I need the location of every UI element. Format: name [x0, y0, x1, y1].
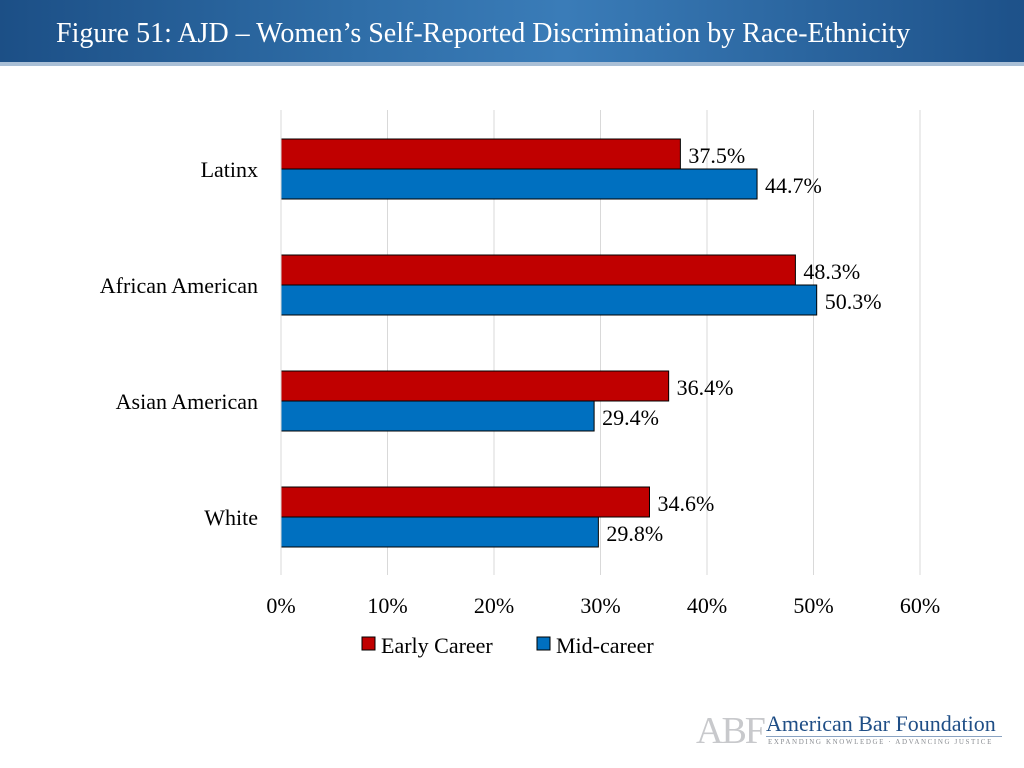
x-tick-label-3: 30% — [580, 593, 620, 618]
x-tick-label-4: 40% — [687, 593, 727, 618]
data-label-early-career-1: 48.3% — [803, 259, 860, 284]
data-label-mid-career-2: 29.4% — [602, 405, 659, 430]
data-label-early-career-3: 34.6% — [657, 491, 714, 516]
bar-mid-career-1 — [280, 284, 818, 316]
abf-logo: ABF American Bar Foundation EXPANDING KN… — [696, 712, 1006, 752]
bar-early-career-1 — [280, 254, 796, 286]
page-title: Figure 51: AJD – Women’s Self-Reported D… — [56, 18, 911, 49]
category-label-3: White — [204, 505, 258, 530]
bar-mid-career-0 — [280, 168, 758, 200]
category-label-1: African American — [100, 273, 258, 298]
x-tick-label-1: 10% — [367, 593, 407, 618]
data-label-mid-career-0: 44.7% — [765, 173, 822, 198]
data-label-mid-career-3: 29.8% — [606, 521, 663, 546]
data-label-early-career-2: 36.4% — [677, 375, 734, 400]
legend-label-1: Mid-career — [556, 633, 654, 658]
data-label-early-career-0: 37.5% — [688, 143, 745, 168]
title-bar: Figure 51: AJD – Women’s Self-Reported D… — [0, 0, 1024, 66]
data-label-mid-career-1: 50.3% — [825, 289, 882, 314]
logo-mark: ABF — [696, 710, 766, 752]
x-tick-label-0: 0% — [266, 593, 295, 618]
category-label-2: Asian American — [116, 389, 258, 414]
x-tick-label-5: 50% — [793, 593, 833, 618]
x-tick-label-2: 20% — [474, 593, 514, 618]
logo-tagline: EXPANDING KNOWLEDGE · ADVANCING JUSTICE — [768, 738, 993, 746]
bar-mid-career-3 — [280, 516, 599, 548]
logo-divider — [766, 736, 1002, 737]
logo-name: American Bar Foundation — [766, 711, 996, 736]
category-label-0: Latinx — [201, 157, 258, 182]
x-tick-label-6: 60% — [900, 593, 940, 618]
bar-early-career-0 — [280, 138, 681, 170]
legend-swatch-1 — [536, 636, 551, 651]
bar-early-career-2 — [280, 370, 670, 402]
bar-mid-career-2 — [280, 400, 595, 432]
bar-early-career-3 — [280, 486, 650, 518]
legend-swatch-0 — [361, 636, 376, 651]
legend-label-0: Early Career — [381, 633, 493, 658]
